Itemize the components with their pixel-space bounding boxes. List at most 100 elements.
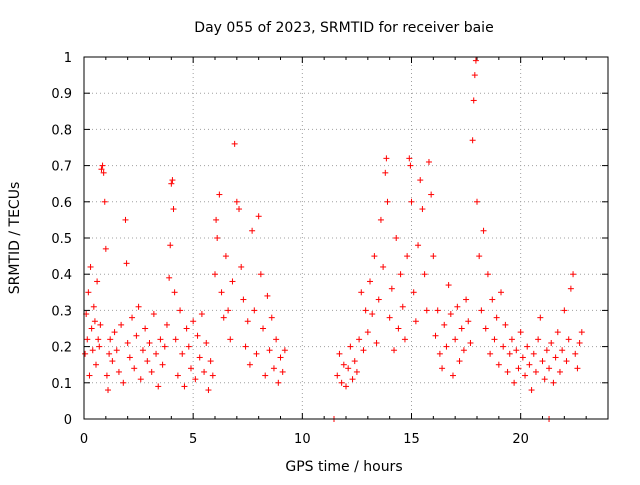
- data-point: [364, 329, 371, 336]
- data-point: [118, 321, 125, 328]
- data-point: [541, 376, 548, 383]
- data-point: [218, 289, 225, 296]
- data-point: [187, 365, 194, 372]
- data-point: [395, 325, 402, 332]
- data-point: [572, 350, 579, 357]
- y-tick-label: 0.7: [51, 160, 72, 175]
- y-tick-label: 0.1: [51, 377, 72, 392]
- data-point: [255, 213, 262, 220]
- data-point: [196, 354, 203, 361]
- data-point: [449, 372, 456, 379]
- data-point: [85, 289, 92, 296]
- data-point: [360, 347, 367, 354]
- data-point: [434, 307, 441, 314]
- data-point: [447, 311, 454, 318]
- data-point: [565, 336, 572, 343]
- data-point: [142, 325, 149, 332]
- y-tick-label: 0.3: [51, 304, 72, 319]
- data-point: [249, 227, 256, 234]
- data-point: [198, 311, 205, 318]
- data-point: [441, 321, 448, 328]
- data-point: [358, 289, 365, 296]
- data-point: [548, 339, 555, 346]
- data-point: [123, 260, 130, 267]
- data-point: [240, 296, 247, 303]
- data-point: [550, 379, 557, 386]
- data-point: [526, 361, 533, 368]
- data-point: [244, 318, 251, 325]
- data-point: [89, 347, 96, 354]
- data-point: [161, 343, 168, 350]
- data-point: [214, 235, 221, 241]
- data-point: [268, 314, 275, 321]
- data-point: [120, 379, 127, 386]
- data-point: [478, 307, 485, 314]
- data-points: [82, 57, 585, 422]
- data-point: [150, 311, 157, 318]
- data-point: [95, 336, 102, 343]
- data-point: [460, 347, 467, 354]
- data-point: [454, 303, 461, 310]
- data-point: [192, 376, 199, 383]
- data-point: [93, 361, 100, 368]
- data-point: [432, 332, 439, 339]
- data-point: [166, 274, 173, 281]
- data-point: [124, 339, 131, 346]
- y-tick-label: 1: [64, 51, 72, 66]
- data-point: [236, 206, 243, 213]
- data-point: [260, 325, 267, 332]
- data-point: [465, 318, 472, 325]
- data-point: [246, 361, 253, 368]
- data-point: [495, 361, 502, 368]
- data-point: [146, 339, 153, 346]
- data-point: [157, 336, 164, 343]
- data-point: [163, 321, 170, 328]
- data-point: [353, 368, 360, 375]
- data-point: [148, 368, 155, 375]
- data-point: [407, 162, 414, 169]
- data-point: [480, 227, 487, 234]
- data-point: [169, 177, 176, 184]
- data-point: [489, 296, 496, 303]
- data-point: [113, 347, 120, 354]
- data-point: [266, 347, 273, 354]
- grid: [84, 57, 608, 419]
- data-point: [281, 347, 288, 354]
- data-point: [524, 343, 531, 350]
- data-point: [362, 307, 369, 314]
- data-point: [546, 365, 553, 372]
- data-point: [220, 314, 227, 321]
- data-point: [275, 379, 282, 386]
- data-point: [493, 314, 500, 321]
- data-point: [212, 271, 218, 278]
- data-point: [97, 321, 104, 328]
- data-point: [423, 307, 430, 314]
- data-point: [96, 343, 103, 350]
- data-point: [532, 368, 539, 375]
- data-point: [183, 325, 190, 332]
- data-point: [103, 372, 110, 379]
- data-point: [205, 387, 212, 394]
- data-point: [484, 271, 491, 278]
- data-point: [338, 379, 345, 386]
- data-point: [172, 336, 179, 343]
- data-point: [511, 379, 518, 386]
- data-point: [277, 354, 284, 361]
- data-point: [391, 347, 398, 354]
- data-point: [408, 198, 415, 205]
- data-point: [517, 329, 524, 336]
- data-point: [412, 318, 419, 325]
- data-point: [209, 372, 216, 379]
- data-point: [397, 271, 404, 278]
- data-point: [502, 321, 509, 328]
- data-point: [469, 137, 476, 144]
- data-point: [377, 216, 384, 223]
- data-point: [207, 358, 214, 365]
- x-tick-label: 15: [403, 432, 420, 447]
- data-point: [471, 72, 478, 79]
- data-point: [498, 289, 505, 296]
- data-point: [491, 336, 498, 343]
- data-point: [347, 343, 354, 350]
- data-point: [508, 336, 515, 343]
